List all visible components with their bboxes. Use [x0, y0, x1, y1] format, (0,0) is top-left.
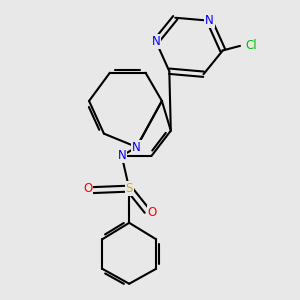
- Text: O: O: [83, 182, 92, 195]
- Text: N: N: [132, 140, 141, 154]
- Text: N: N: [152, 35, 160, 48]
- Text: O: O: [148, 206, 157, 219]
- Text: Cl: Cl: [246, 40, 257, 52]
- Text: N: N: [117, 149, 126, 162]
- Text: N: N: [205, 14, 214, 27]
- Text: S: S: [125, 182, 133, 195]
